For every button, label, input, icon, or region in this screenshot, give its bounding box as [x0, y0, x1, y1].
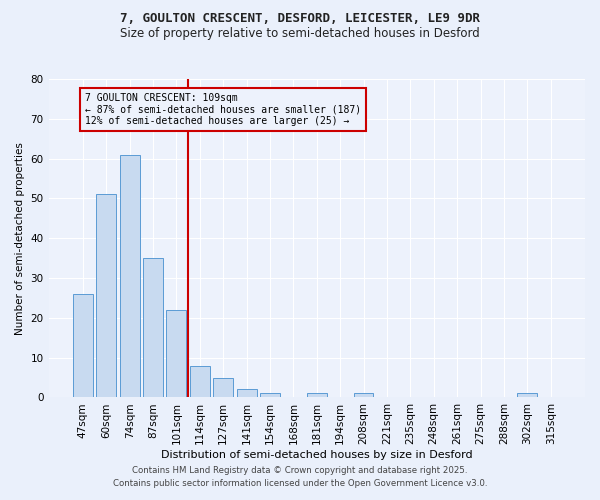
Bar	[213, 378, 233, 398]
Text: Contains HM Land Registry data © Crown copyright and database right 2025.
Contai: Contains HM Land Registry data © Crown c…	[113, 466, 487, 487]
Text: 7 GOULTON CRESCENT: 109sqm
← 87% of semi-detached houses are smaller (187)
12% o: 7 GOULTON CRESCENT: 109sqm ← 87% of semi…	[85, 93, 361, 126]
Bar	[190, 366, 210, 398]
X-axis label: Distribution of semi-detached houses by size in Desford: Distribution of semi-detached houses by …	[161, 450, 473, 460]
Bar	[166, 310, 187, 398]
Bar	[260, 394, 280, 398]
Bar	[97, 194, 116, 398]
Text: Size of property relative to semi-detached houses in Desford: Size of property relative to semi-detach…	[120, 28, 480, 40]
Text: 7, GOULTON CRESCENT, DESFORD, LEICESTER, LE9 9DR: 7, GOULTON CRESCENT, DESFORD, LEICESTER,…	[120, 12, 480, 26]
Bar	[517, 394, 537, 398]
Bar	[120, 154, 140, 398]
Bar	[143, 258, 163, 398]
Bar	[307, 394, 327, 398]
Bar	[353, 394, 373, 398]
Bar	[236, 390, 257, 398]
Bar	[73, 294, 93, 398]
Y-axis label: Number of semi-detached properties: Number of semi-detached properties	[15, 142, 25, 334]
